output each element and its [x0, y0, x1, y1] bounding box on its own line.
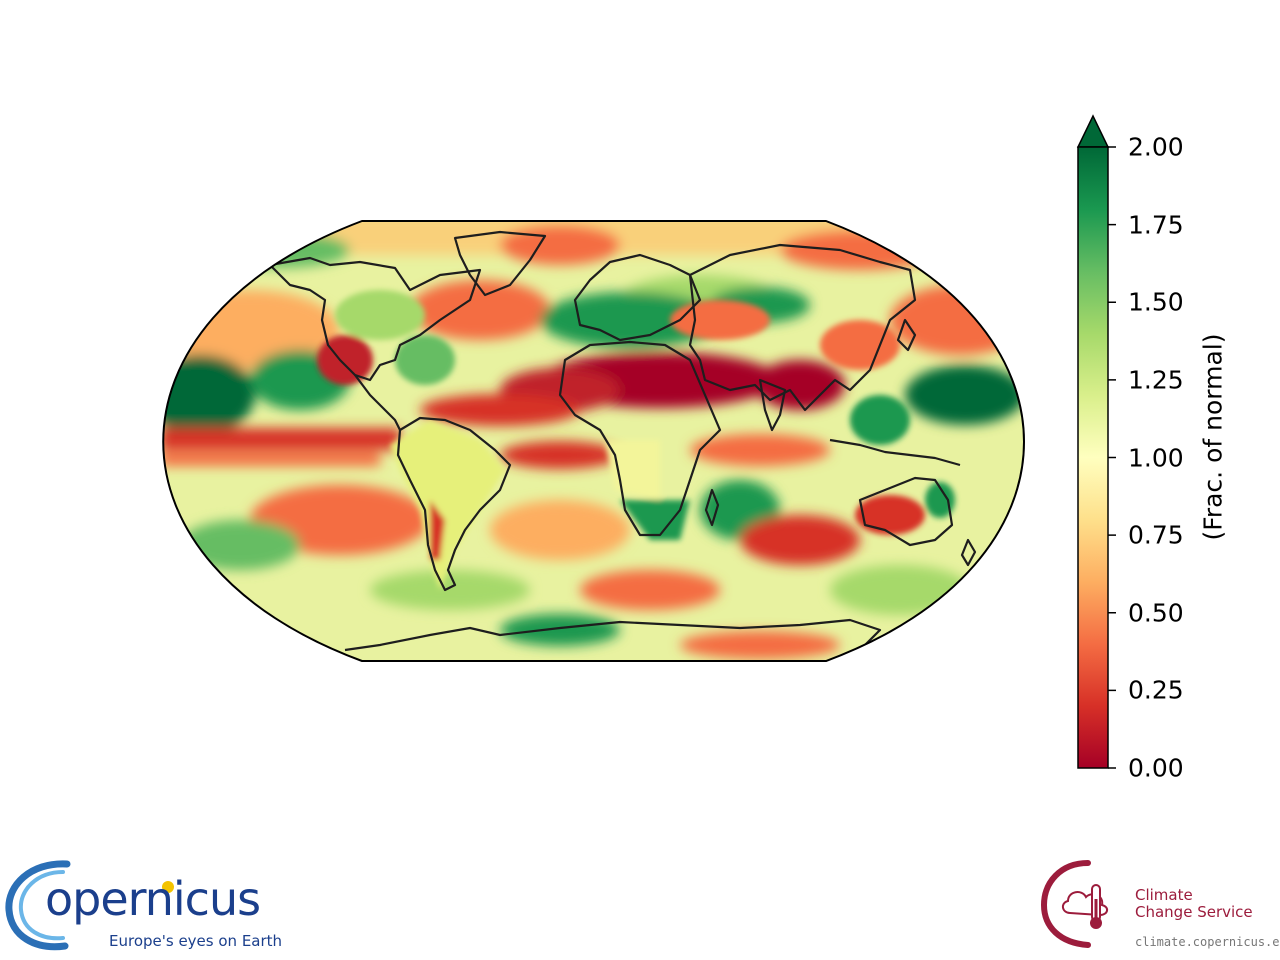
copernicus-tagline: Europe's eyes on Earth: [109, 932, 283, 950]
colorbar-tick-label: 0.25: [1128, 675, 1184, 705]
africa-coast: [558, 340, 722, 537]
new-zealand-coast: [960, 538, 977, 567]
colorbar-extend-arrow: [1076, 114, 1110, 148]
copernicus-c-icon: [5, 860, 174, 951]
copernicus-logo: opernicus Europe's eyes on Earth: [5, 858, 282, 953]
continent-anomalies: [317, 290, 955, 590]
colorbar-tick-label: 2.00: [1128, 132, 1184, 162]
copernicus-wordmark: opernicus: [45, 872, 261, 926]
indonesia-coast: [829, 438, 961, 467]
colorbar-ticks: [1108, 146, 1116, 769]
colorbar-tick-label: 1.00: [1128, 443, 1184, 472]
india-coast: [758, 378, 787, 432]
c3s-name-line2: Change Service: [1135, 903, 1253, 921]
colorbar-tick-label: 0.75: [1128, 520, 1184, 550]
north-america-coast: [268, 256, 482, 382]
europe-coast: [573, 253, 702, 342]
precipitation-map: [163, 221, 1024, 661]
c3s-logo: Climate Change Service climate.copernicu…: [1040, 855, 1280, 955]
madagascar-coast: [704, 488, 720, 527]
thermometer-cloud-icon: [1040, 860, 1108, 948]
colorbar-tick-label: 0.00: [1128, 753, 1184, 783]
south-america-coast: [396, 416, 512, 592]
colorbar: [1076, 114, 1116, 769]
colorbar-tick-label: 1.25: [1128, 365, 1184, 395]
central-america-coast: [354, 374, 401, 431]
colorbar-tick-label: 1.50: [1128, 287, 1184, 317]
colorbar-tick-label: 1.75: [1128, 210, 1184, 240]
greenland-coast: [453, 230, 547, 297]
map-frame: [162, 220, 1025, 662]
c3s-service-name: Climate Change Service: [1135, 887, 1253, 921]
antarctica-coast: [344, 618, 882, 652]
japan-coast: [896, 318, 917, 352]
australia-coast: [858, 476, 954, 547]
colorbar-label: (Frac. of normal): [1198, 333, 1228, 541]
c3s-url[interactable]: climate.copernicus.eu: [1135, 935, 1280, 949]
asia-coast: [688, 243, 917, 412]
colorbar-tick-label: 0.50: [1128, 598, 1184, 628]
c3s-name-line1: Climate: [1135, 886, 1193, 904]
colorbar-gradient: [1077, 146, 1109, 769]
coastline-outlines: [268, 230, 977, 652]
